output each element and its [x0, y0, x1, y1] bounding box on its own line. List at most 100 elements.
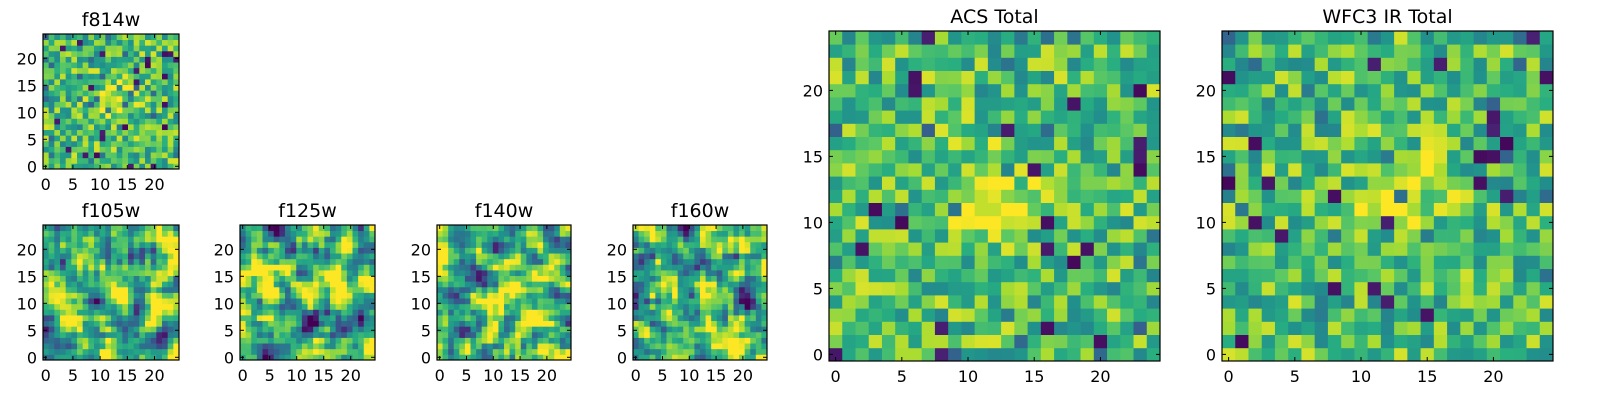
heatmap-cell — [633, 309, 639, 316]
heatmap-cell — [1027, 281, 1042, 296]
heatmap-cell — [881, 308, 896, 322]
heatmap-cell — [1288, 123, 1302, 137]
heatmap-cell — [150, 73, 157, 80]
heatmap-cell — [43, 67, 50, 74]
heatmap-cell — [644, 241, 651, 248]
heatmap-cell — [459, 275, 466, 282]
heatmap-cell — [1288, 176, 1302, 190]
heatmap-cell — [1301, 347, 1316, 362]
heatmap-cell — [526, 225, 533, 232]
heatmap-cell — [934, 83, 949, 98]
heatmap-cell — [111, 107, 118, 114]
heatmap-cell — [531, 253, 538, 260]
heatmap-cell — [1500, 110, 1514, 124]
heatmap-cell — [363, 320, 370, 327]
heatmap-cell — [88, 354, 95, 361]
heatmap-cell — [509, 331, 516, 338]
heatmap-cell — [974, 44, 989, 58]
heatmap-cell — [162, 45, 169, 52]
heatmap-cell — [341, 253, 348, 260]
heatmap-cell — [1380, 268, 1395, 283]
heatmap-cell — [1054, 295, 1068, 309]
heatmap-cell — [855, 163, 870, 177]
heatmap-cell — [921, 176, 936, 190]
heatmap-cell — [139, 107, 146, 114]
heatmap-cell — [1500, 215, 1514, 230]
heatmap-cell — [739, 320, 746, 327]
heatmap-cell — [711, 326, 718, 333]
heatmap-cell — [961, 215, 976, 230]
heatmap-cell — [459, 236, 466, 243]
heatmap-cell — [716, 230, 723, 237]
heatmap-cell — [1420, 70, 1435, 85]
heatmap-cell — [145, 163, 152, 170]
heatmap-cell — [711, 270, 718, 277]
heatmap-cell — [1407, 308, 1421, 322]
heatmap-cell — [881, 215, 896, 230]
heatmap-cell — [1120, 97, 1134, 111]
heatmap-cell — [1486, 295, 1501, 309]
heatmap-cell — [700, 270, 706, 277]
heatmap-cell — [88, 62, 95, 69]
heatmap-cell — [1027, 110, 1042, 124]
heatmap-cell — [318, 298, 325, 305]
heatmap-cell — [829, 242, 843, 256]
heatmap-cell — [1433, 176, 1448, 190]
heatmap-cell — [162, 258, 169, 265]
x-tick-label: 0 — [435, 366, 445, 385]
heatmap-cell — [1067, 268, 1081, 283]
heatmap-cell — [77, 152, 84, 159]
heatmap-cell — [492, 247, 499, 254]
heatmap-cell — [705, 298, 712, 305]
x-tick-label: 10 — [958, 367, 978, 386]
heatmap-cell — [128, 247, 135, 254]
heatmap-cell — [167, 326, 174, 333]
heatmap-cell — [481, 343, 488, 350]
heatmap-cell — [71, 107, 78, 114]
heatmap-cell — [173, 135, 180, 142]
heatmap-cell — [520, 247, 527, 254]
heatmap-cell — [531, 225, 538, 232]
heatmap-cell — [1486, 44, 1501, 58]
heatmap-cell — [509, 241, 516, 248]
heatmap-cell — [1261, 255, 1276, 269]
heatmap-cell — [750, 343, 757, 350]
heatmap-cell — [908, 202, 923, 217]
heatmap-cell — [1235, 268, 1249, 283]
heatmap-cell — [122, 84, 129, 91]
heatmap-cell — [150, 39, 157, 46]
heatmap-cell — [273, 253, 280, 260]
heatmap-cell — [974, 176, 989, 190]
heatmap-cell — [895, 176, 909, 190]
heatmap-cell — [279, 331, 286, 338]
heatmap-cell — [290, 343, 297, 350]
heatmap-cell — [1301, 295, 1316, 309]
heatmap-cell — [683, 331, 690, 338]
heatmap-cell — [251, 264, 258, 271]
heatmap-cell — [1133, 123, 1148, 137]
heatmap-cell — [498, 303, 505, 310]
heatmap-cell — [94, 236, 101, 243]
heatmap-cell — [82, 124, 89, 131]
heatmap-cell — [1526, 44, 1541, 58]
heatmap-cell — [655, 281, 662, 288]
heatmap-cell — [1526, 31, 1541, 45]
heatmap-cell — [1080, 44, 1095, 58]
heatmap-cell — [1380, 123, 1395, 137]
heatmap-cell — [60, 315, 67, 322]
heatmap-cell — [934, 215, 949, 230]
heatmap-cell — [82, 230, 89, 237]
heatmap-cell — [683, 258, 690, 265]
heatmap-cell — [921, 110, 936, 124]
heatmap-cell — [644, 264, 651, 271]
heatmap-cell — [683, 292, 690, 299]
heatmap-cell — [71, 337, 78, 344]
heatmap-cell — [48, 146, 55, 153]
heatmap-cell — [256, 286, 263, 293]
heatmap-cell — [65, 230, 72, 237]
heatmap-cell — [150, 112, 157, 119]
heatmap-cell — [111, 146, 118, 153]
heatmap-cell — [301, 337, 308, 344]
heatmap-cell — [1367, 97, 1382, 111]
heatmap-cell — [921, 268, 936, 283]
